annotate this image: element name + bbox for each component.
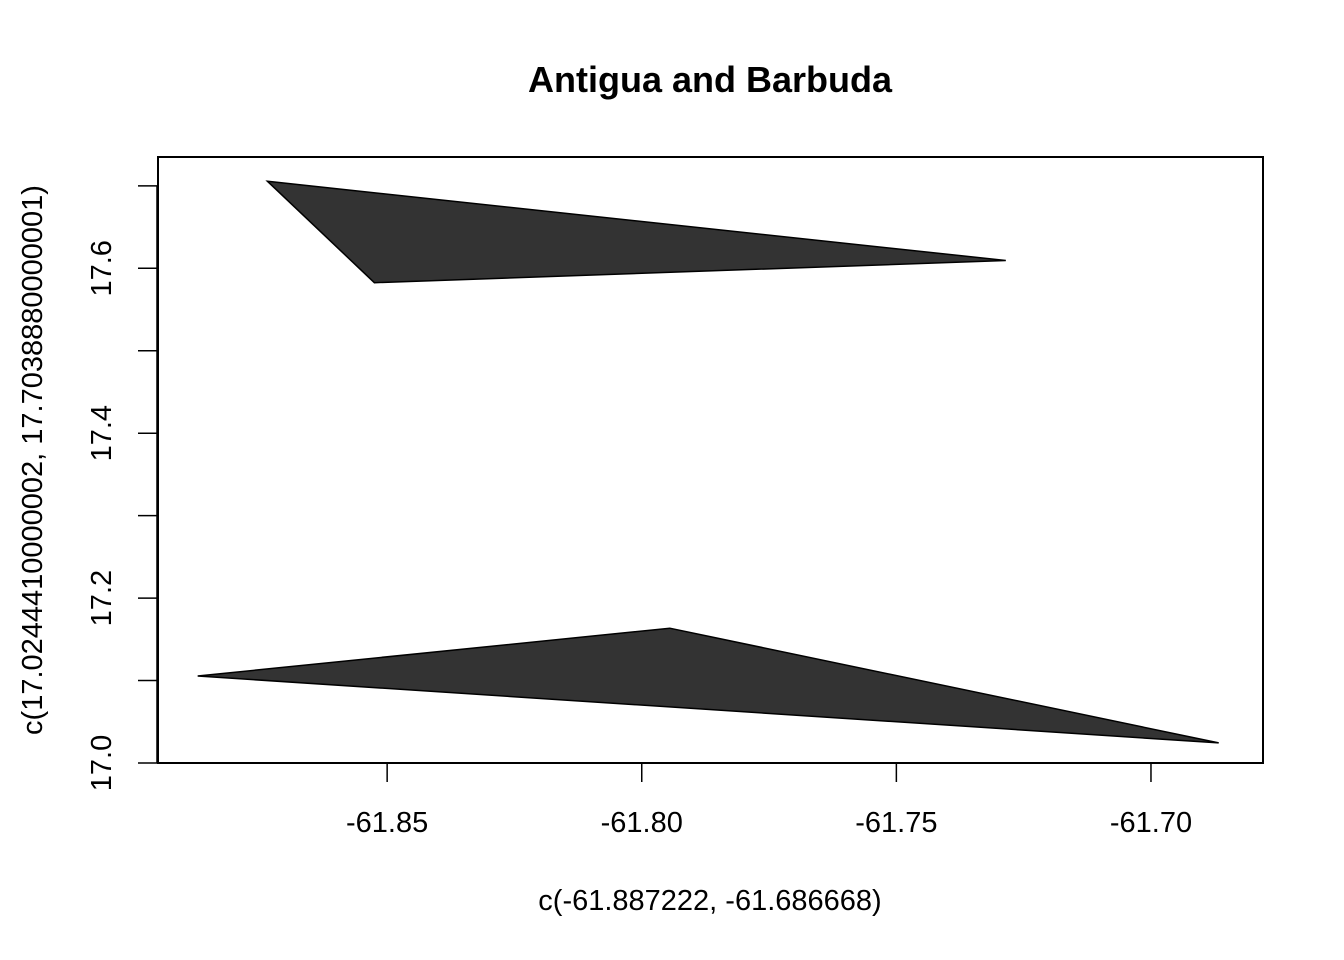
x-axis: -61.85 -61.80 -61.75 -61.70: [346, 762, 1192, 839]
x-tick-label: -61.85: [346, 807, 428, 839]
x-tick-label: -61.80: [601, 807, 683, 839]
y-tick-label: 17.2: [86, 570, 118, 626]
polygons: [197, 180, 1219, 744]
x-tick-label: -61.75: [855, 807, 937, 839]
y-tick-label: 17.6: [86, 240, 118, 296]
polygon-antigua: [197, 627, 1219, 744]
y-tick-label: 17.4: [86, 405, 118, 461]
y-axis: 17.0 17.2 17.4 17.6: [86, 185, 158, 791]
y-axis-label: c(17.0244410000002, 17.7038880000001): [17, 185, 49, 735]
x-axis-label: c(-61.887222, -61.686668): [538, 885, 881, 917]
y-tick-label: 17.0: [86, 735, 118, 791]
x-tick-label: -61.70: [1110, 807, 1192, 839]
polygon-barbuda: [265, 180, 1006, 284]
chart-title: Antigua and Barbuda: [528, 59, 893, 100]
